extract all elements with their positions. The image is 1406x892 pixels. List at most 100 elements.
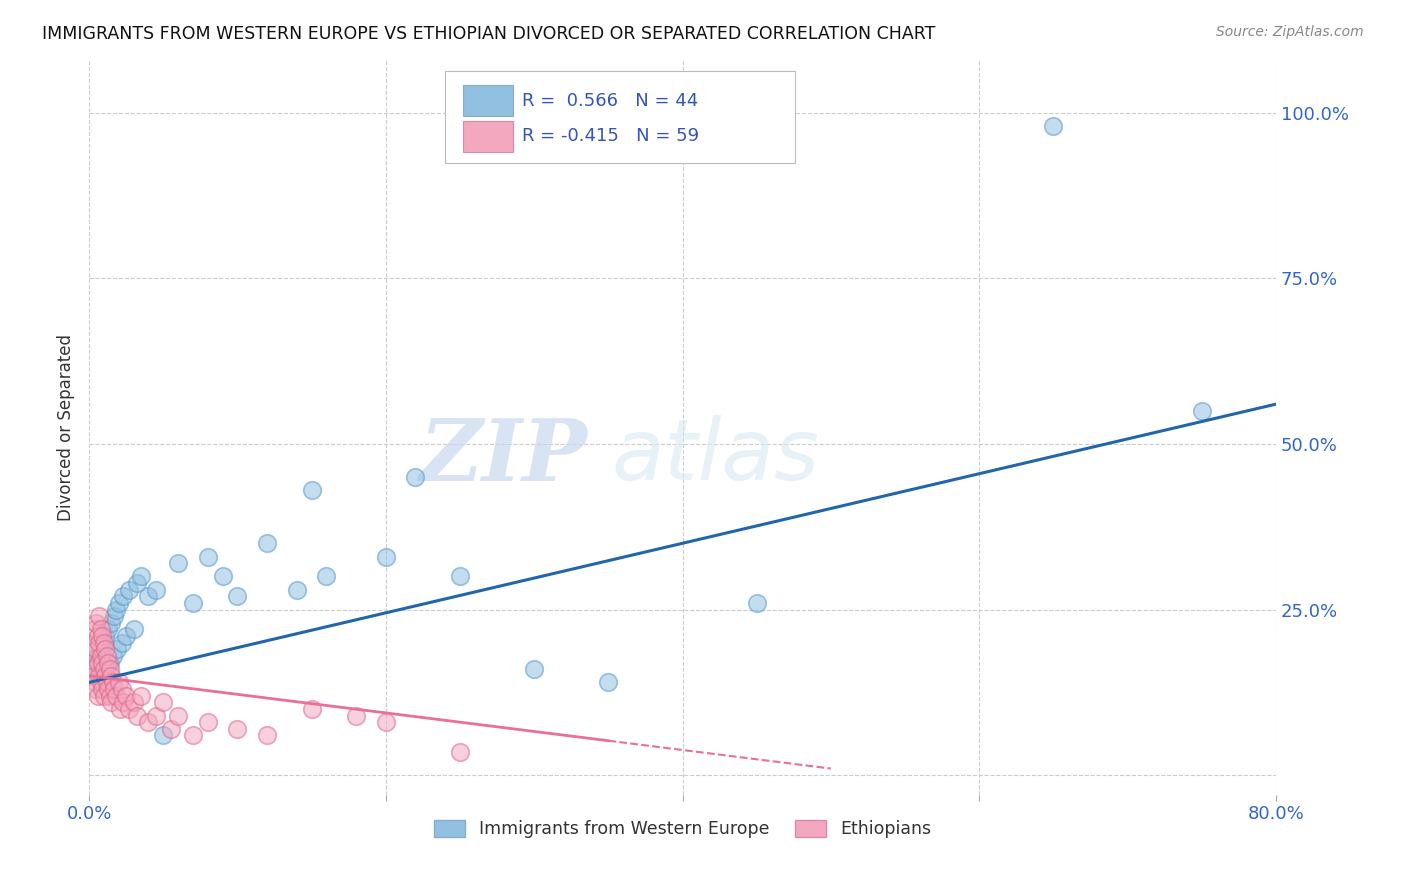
Point — [89, 609, 111, 624]
Point — [91, 681, 114, 696]
Point — [115, 689, 138, 703]
Point — [100, 615, 122, 630]
Point — [1191, 403, 1213, 417]
Point — [98, 662, 121, 676]
Point — [197, 715, 219, 730]
Point — [94, 642, 117, 657]
Point — [211, 569, 233, 583]
Point — [94, 629, 117, 643]
Point — [112, 695, 135, 709]
Point — [103, 609, 125, 624]
Point — [90, 675, 112, 690]
Point — [115, 629, 138, 643]
Y-axis label: Divorced or Separated: Divorced or Separated — [58, 334, 75, 521]
Point — [89, 635, 111, 649]
Point — [98, 689, 121, 703]
Point — [745, 596, 768, 610]
Point — [87, 689, 110, 703]
Point — [112, 589, 135, 603]
Point — [107, 675, 129, 690]
Legend: Immigrants from Western Europe, Ethiopians: Immigrants from Western Europe, Ethiopia… — [426, 813, 938, 846]
Point — [93, 689, 115, 703]
Point — [226, 722, 249, 736]
Point — [87, 648, 110, 663]
FancyBboxPatch shape — [446, 70, 796, 162]
Point — [101, 648, 124, 663]
Point — [111, 635, 134, 649]
Point — [86, 656, 108, 670]
Point — [83, 669, 105, 683]
Text: ZIP: ZIP — [419, 415, 588, 499]
Text: R =  0.566   N = 44: R = 0.566 N = 44 — [522, 92, 699, 110]
Point — [1042, 119, 1064, 133]
Point — [129, 689, 152, 703]
Point — [118, 582, 141, 597]
Point — [449, 569, 471, 583]
Point — [145, 708, 167, 723]
Point — [103, 681, 125, 696]
Point — [122, 623, 145, 637]
Point — [374, 715, 396, 730]
Point — [104, 602, 127, 616]
Point — [118, 702, 141, 716]
Point — [89, 669, 111, 683]
Point — [90, 623, 112, 637]
Point — [86, 615, 108, 630]
Point — [80, 662, 103, 676]
Point — [159, 722, 181, 736]
Point — [87, 656, 110, 670]
Point — [83, 635, 105, 649]
Point — [84, 675, 107, 690]
Point — [96, 658, 118, 673]
Point — [105, 642, 128, 657]
Point — [152, 728, 174, 742]
Point — [98, 656, 121, 670]
Point — [97, 623, 120, 637]
Point — [226, 589, 249, 603]
Point — [181, 596, 204, 610]
Point — [90, 648, 112, 663]
Point — [301, 483, 323, 498]
Point — [89, 639, 111, 653]
Point — [285, 582, 308, 597]
Point — [96, 675, 118, 690]
Point — [301, 702, 323, 716]
Point — [449, 745, 471, 759]
Point — [97, 656, 120, 670]
Point — [125, 576, 148, 591]
Point — [84, 623, 107, 637]
Point — [111, 681, 134, 696]
Point — [100, 695, 122, 709]
FancyBboxPatch shape — [463, 86, 513, 116]
Point — [145, 582, 167, 597]
Text: IMMIGRANTS FROM WESTERN EUROPE VS ETHIOPIAN DIVORCED OR SEPARATED CORRELATION CH: IMMIGRANTS FROM WESTERN EUROPE VS ETHIOP… — [42, 25, 935, 43]
Point — [523, 662, 546, 676]
Point — [110, 702, 132, 716]
Point — [90, 675, 112, 690]
Point — [87, 629, 110, 643]
Point — [152, 695, 174, 709]
Point — [83, 658, 105, 673]
Text: atlas: atlas — [612, 416, 820, 499]
FancyBboxPatch shape — [463, 120, 513, 152]
Point — [79, 656, 101, 670]
Point — [374, 549, 396, 564]
Point — [125, 708, 148, 723]
Point — [315, 569, 337, 583]
Point — [104, 689, 127, 703]
Point — [93, 669, 115, 683]
Point — [197, 549, 219, 564]
Point — [96, 648, 118, 663]
Point — [101, 675, 124, 690]
Point — [107, 596, 129, 610]
Point — [256, 728, 278, 742]
Point — [86, 642, 108, 657]
Point — [93, 662, 115, 676]
Text: R = -0.415   N = 59: R = -0.415 N = 59 — [522, 127, 699, 145]
Point — [91, 629, 114, 643]
Point — [86, 681, 108, 696]
Point — [404, 470, 426, 484]
Point — [598, 675, 620, 690]
Point — [129, 569, 152, 583]
Point — [94, 669, 117, 683]
